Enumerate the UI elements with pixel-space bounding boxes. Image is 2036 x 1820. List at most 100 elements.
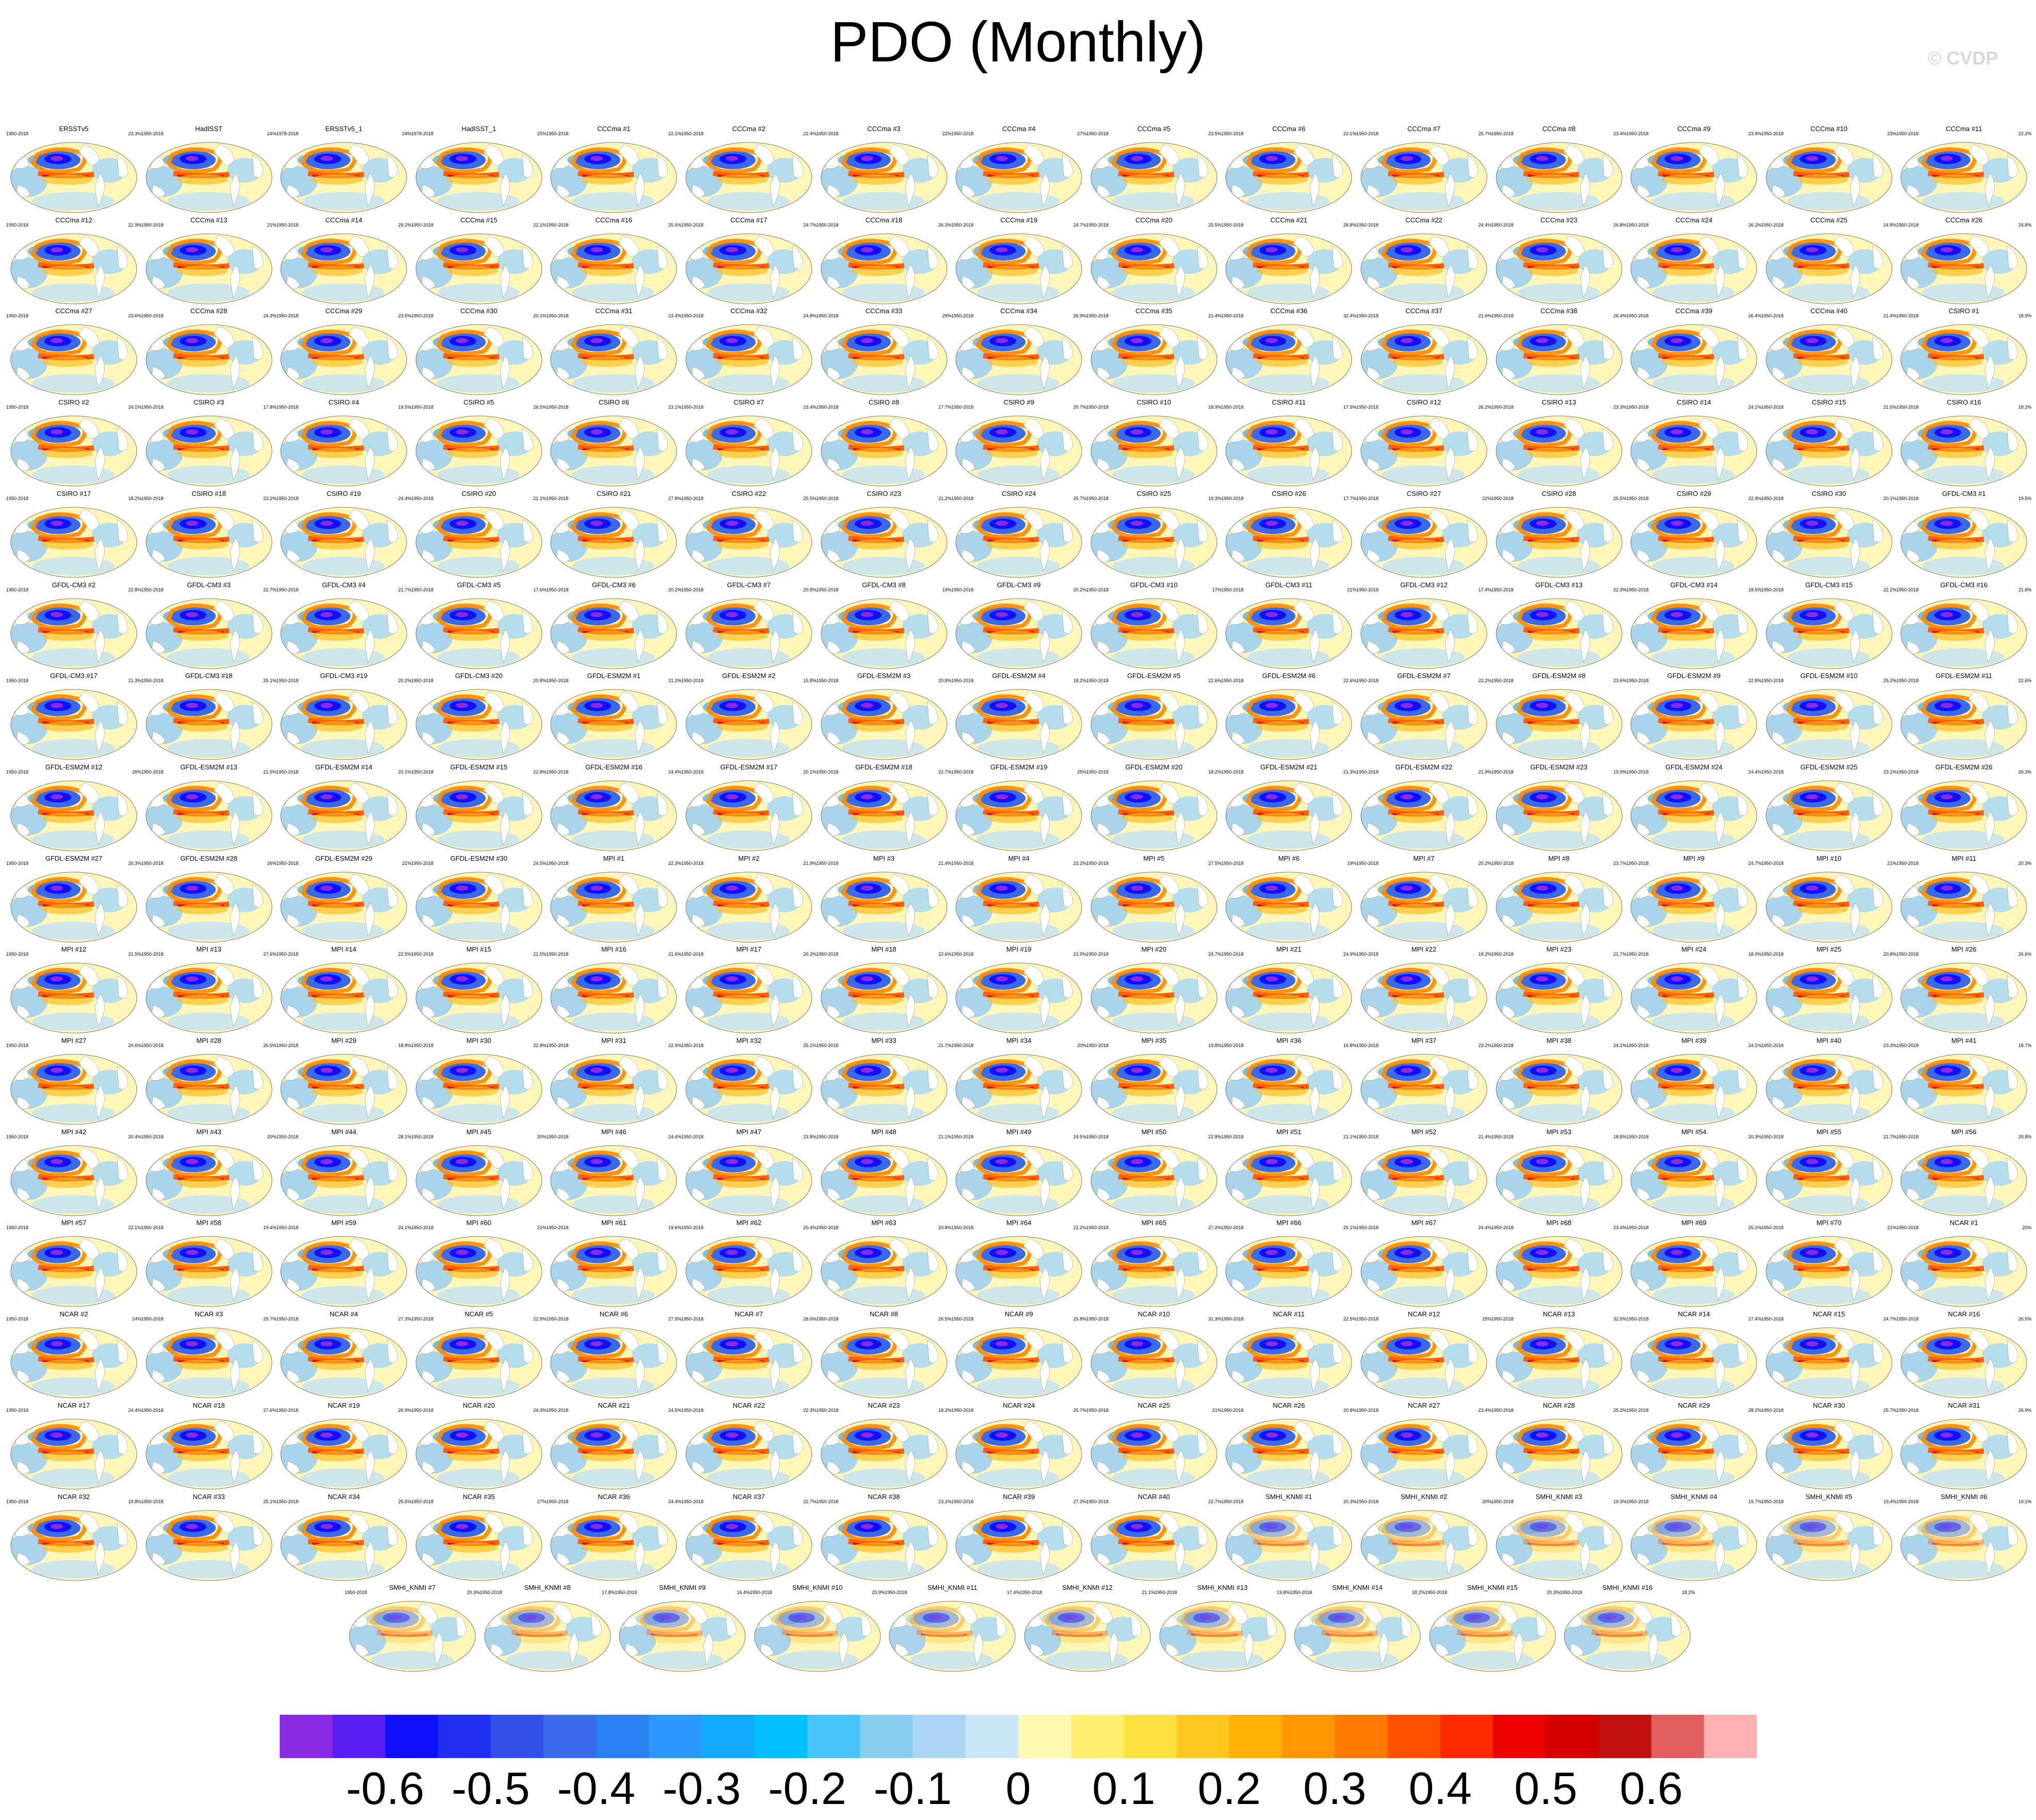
panel-name: GFDL-CM3 #11 (1265, 581, 1312, 589)
map-panel: CCCma #6 1950-2018 22.1% (1221, 124, 1356, 216)
panel-name: CSIRO #27 (1406, 489, 1441, 497)
map-panel-graphic (280, 872, 407, 943)
panel-percent: 18.2% (128, 495, 141, 501)
map-panel: GFDL-ESM2M #2 1950-2018 15.8% (681, 671, 816, 763)
panel-name: NCAR #27 (1407, 1401, 1440, 1409)
map-panel-graphic (550, 1510, 677, 1581)
map-panel-graphic (415, 962, 542, 1034)
panel-percent: 27.6% (263, 952, 277, 957)
map-panel: MPI #38 1950-2018 24.1% (1492, 1036, 1627, 1128)
panel-percent: 17.8% (263, 405, 277, 410)
colorbar-swatch (1282, 1715, 1335, 1758)
panel-name: MPI #60 (466, 1219, 491, 1227)
map-panel: NCAR #37 1950-2018 22.7% (681, 1492, 816, 1584)
panel-percent: 21% (537, 1225, 547, 1231)
map-panel-graphic (821, 780, 948, 851)
panel-period: 1950-2018 (1626, 1316, 1649, 1322)
panel-period: 1950-2018 (951, 1499, 974, 1504)
panel-name: CSIRO #20 (461, 489, 496, 497)
map-panel-graphic (146, 872, 272, 943)
panel-name: MPI #53 (1546, 1128, 1572, 1136)
panel-period: 1950-2018 (141, 495, 164, 501)
panel-percent: 22.8% (128, 587, 141, 592)
map-panel: GFDL-CM3 #14 1950-2018 18.5% (1626, 580, 1761, 672)
panel-name: CSIRO #30 (1811, 489, 1847, 497)
panel-period: 1950-2018 (1221, 678, 1244, 684)
panel-period: 1950-2018 (1626, 131, 1649, 136)
map-panel: NCAR #24 1950-2018 25.7% (951, 1400, 1086, 1492)
panel-name: GFDL-CM3 #17 (50, 672, 98, 680)
colorbar-swatch (754, 1715, 808, 1758)
panel-name: GFDL-ESM2M #30 (450, 854, 508, 862)
panel-percent: 24.3% (533, 1407, 547, 1413)
map-panel: MPI #65 1950-2018 27.2% (1086, 1218, 1222, 1310)
panel-period: 1950-2018 (141, 1407, 164, 1413)
panel-period: 1950-2018 (276, 405, 299, 410)
map-panel: MPI #69 1950-2018 25.1% (1626, 1218, 1761, 1310)
map-panel-graphic (1225, 1145, 1352, 1216)
map-panel-graphic (1225, 507, 1352, 578)
map-panel: GFDL-ESM2M #29 1950-2018 21% (276, 853, 411, 945)
map-panel: MPI #66 1950-2018 25.1% (1221, 1218, 1356, 1310)
map-panel-graphic (280, 598, 407, 669)
panel-period: 1950-2018 (749, 1590, 772, 1596)
panel-period: 1950-2018 (1896, 131, 1919, 136)
panel-percent: 22.3% (1613, 587, 1627, 592)
panel-period: 1950-2018 (6, 1499, 29, 1504)
panel-period: 1950-2018 (1086, 769, 1109, 775)
panel-period: 1950-2018 (1086, 1316, 1109, 1322)
map-panel: CCCma #20 1950-2018 25.5% (1086, 215, 1222, 307)
map-panel-graphic (1360, 598, 1487, 669)
map-panel-graphic (10, 1510, 137, 1581)
panel-name: GFDL-ESM2M #19 (990, 763, 1048, 771)
panel-percent: 22.2% (1478, 678, 1492, 684)
map-panel: MPI #67 1950-2018 24.4% (1356, 1218, 1492, 1310)
panel-name: CCCma #31 (595, 307, 633, 315)
map-panel-graphic (1630, 233, 1757, 304)
panel-period: 1950-2018 (1896, 1043, 1919, 1048)
map-panel-graphic (1360, 1327, 1487, 1398)
panel-period: 1950-2018 (1221, 860, 1244, 866)
panel-percent: 22.2% (1073, 1225, 1087, 1231)
map-panel: NCAR #16 1950-2018 26.5% (1896, 1309, 2031, 1401)
panel-period: 1950-2018 (1356, 1225, 1379, 1231)
panel-name: GFDL-ESM2M #15 (450, 763, 508, 771)
panel-percent: 20% (537, 1134, 547, 1139)
panel-name: NCAR #1 (1949, 1219, 1978, 1227)
panel-period: 1950-2018 (411, 1316, 434, 1322)
panel-percent: 19.5% (398, 405, 412, 410)
panel-name: CSIRO #4 (328, 398, 359, 407)
panel-percent: 24% (267, 131, 277, 136)
map-panel: GFDL-CM3 #11 1950-2018 21% (1221, 580, 1356, 672)
map-panel-graphic (10, 872, 137, 943)
panel-percent: 25.1% (1748, 1225, 1762, 1231)
map-panel-graphic (1766, 689, 1893, 760)
map-panel: MPI #37 1950-2018 23.2% (1356, 1036, 1492, 1128)
panel-name: CSIRO #6 (598, 398, 630, 407)
panel-percent: 24.1% (1613, 1043, 1627, 1048)
map-panel-graphic (550, 1054, 677, 1125)
map-panel: GFDL-ESM2M #14 1950-2018 20.1% (276, 762, 411, 854)
panel-period: 1950-2018 (816, 1499, 839, 1504)
map-panel-graphic (1360, 689, 1487, 760)
panel-period: 1950-2018 (1626, 495, 1649, 501)
colorbar-swatch (280, 1715, 333, 1758)
panel-name: NCAR #40 (1137, 1492, 1170, 1501)
panel-name: CSIRO #3 (193, 398, 225, 407)
map-panel: NCAR #23 1950-2018 18.2% (816, 1400, 952, 1492)
panel-name: GFDL-ESM2M #27 (45, 854, 103, 862)
panel-name: GFDL-CM3 #19 (320, 672, 368, 680)
map-panel: NCAR #22 1950-2018 22.3% (681, 1400, 816, 1492)
panel-name: CCCma #9 (1677, 125, 1711, 133)
panel-percent: 28.8% (1343, 222, 1357, 228)
panel-name: MPI #49 (1006, 1128, 1032, 1136)
map-panel: MPI #3 1950-2018 21.4% (816, 853, 952, 945)
panel-period: 1950-2018 (816, 952, 839, 957)
panel-period: 1978-2018 (411, 131, 434, 136)
panel-period: 1950-2018 (1491, 1499, 1514, 1504)
panel-name: SMHI_KNMI #8 (524, 1584, 571, 1592)
panel-period: 1950-2018 (1221, 495, 1244, 501)
map-panel-graphic (146, 142, 272, 213)
panel-name: MPI #17 (736, 945, 762, 954)
map-panel-graphic (1091, 507, 1217, 578)
